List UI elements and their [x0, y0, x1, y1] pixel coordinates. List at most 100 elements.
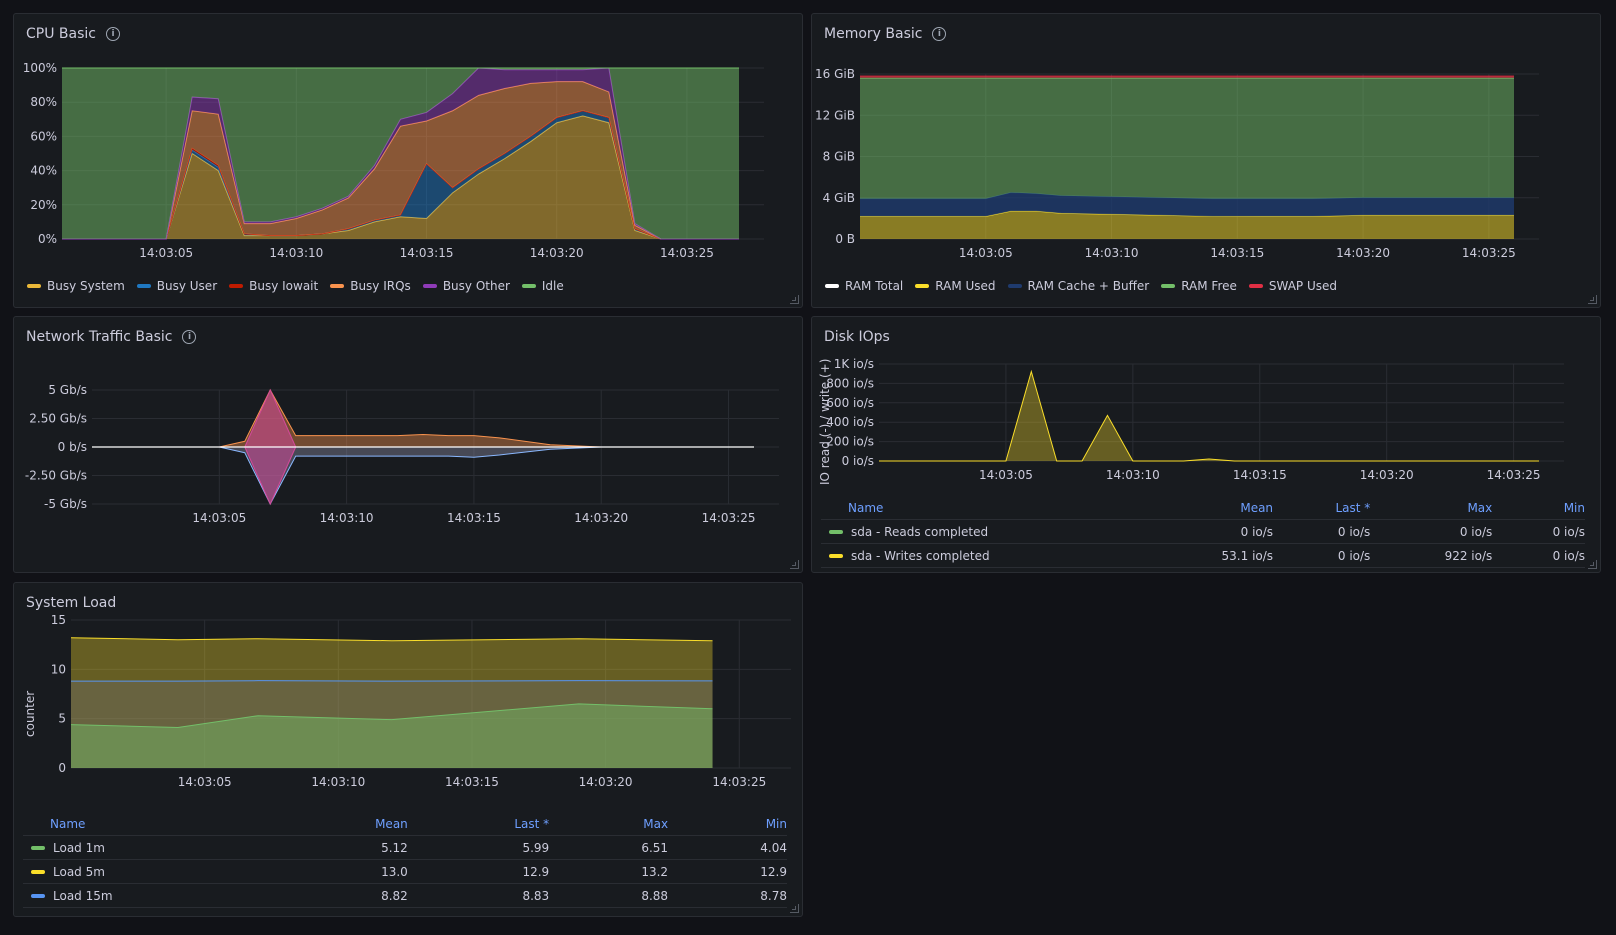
- legend-header-name[interactable]: Name: [821, 497, 1144, 520]
- load-legend-table: Name Mean Last * Max Min Load 1m 5.12 5.99 6.51 4…: [23, 813, 787, 908]
- legend-row[interactable]: sda - Reads completed 0 io/s 0 io/s 0 io/s 0…: [821, 519, 1585, 544]
- legend-swatch: [422, 284, 437, 288]
- resize-handle[interactable]: [790, 560, 799, 569]
- legend-swatch: [31, 894, 45, 898]
- y-tick-label: 8 GiB: [823, 150, 855, 164]
- y-tick-label: 4 GiB: [823, 191, 855, 205]
- y-tick-label: 5: [58, 712, 66, 726]
- legend-mean: 53.1 io/s: [1143, 543, 1274, 568]
- legend-name: sda - Writes completed: [821, 543, 1144, 568]
- legend-swatch: [330, 284, 345, 288]
- legend-mean: 0 io/s: [1143, 519, 1274, 544]
- panel-title: Network Traffic Basic: [26, 329, 173, 345]
- series-area-swap-used: [860, 76, 1514, 79]
- legend-label: Idle: [541, 279, 564, 293]
- legend-swatch: [521, 284, 536, 288]
- disk-chart: 0 io/s 200 io/s 400 io/s 600 io/s 800 io/s 1K…: [826, 357, 1564, 482]
- legend-item[interactable]: RAM Cache + Buffer: [1007, 279, 1150, 293]
- x-tick-label: 14:03:25: [660, 246, 714, 260]
- legend-item[interactable]: RAM Free: [1161, 279, 1237, 293]
- legend-swatch: [229, 284, 244, 288]
- legend-header-mean[interactable]: Mean: [272, 813, 408, 836]
- legend-item[interactable]: Busy Other: [422, 279, 510, 293]
- cpu-legend: Busy System Busy User Busy Iowait Busy IRQs…: [27, 279, 564, 293]
- legend-min: 0 io/s: [1492, 519, 1585, 544]
- legend-header-min[interactable]: Min: [1492, 497, 1585, 520]
- legend-name: sda - Reads completed: [821, 519, 1144, 544]
- legend-swatch: [829, 554, 843, 558]
- y-tick-label: 2.50 Gb/s: [29, 412, 87, 426]
- legend-item[interactable]: Busy IRQs: [330, 279, 411, 293]
- legend-swatch: [825, 284, 839, 288]
- legend-max: 922 io/s: [1370, 543, 1493, 568]
- panel-header[interactable]: Network Traffic Basic i: [26, 329, 197, 345]
- panel-header[interactable]: Disk IOps: [824, 329, 890, 345]
- legend-item[interactable]: Busy Iowait: [229, 279, 318, 293]
- series-line-receive: [92, 388, 754, 448]
- x-tick-label: 14:03:10: [1085, 246, 1139, 260]
- x-tick-label: 14:03:20: [1336, 246, 1390, 260]
- x-tick-label: 14:03:05: [178, 775, 232, 789]
- legend-swatch: [1248, 284, 1263, 288]
- legend-row[interactable]: Load 1m 5.12 5.99 6.51 4.04: [23, 835, 787, 860]
- info-icon[interactable]: i: [105, 27, 120, 41]
- legend-header-last[interactable]: Last *: [1273, 497, 1371, 520]
- legend-max: 6.51: [549, 835, 669, 860]
- y-tick-label: -5 Gb/s: [44, 497, 87, 511]
- legend-header-last[interactable]: Last *: [407, 813, 550, 836]
- legend-item[interactable]: RAM Used: [915, 279, 996, 293]
- panel-header[interactable]: CPU Basic i: [26, 26, 120, 42]
- legend-label: RAM Cache + Buffer: [1027, 279, 1150, 293]
- x-tick-label: 14:03:25: [712, 775, 766, 789]
- legend-row[interactable]: Load 5m 13.0 12.9 13.2 12.9: [23, 859, 787, 884]
- legend-header-min[interactable]: Min: [668, 813, 787, 836]
- legend-name: Load 1m: [23, 835, 273, 860]
- legend-item[interactable]: Idle: [521, 279, 564, 293]
- legend-item[interactable]: Busy System: [27, 279, 125, 293]
- legend-item[interactable]: SWAP Used: [1248, 279, 1337, 293]
- legend-header-row: Name Mean Last * Max Min: [821, 497, 1585, 520]
- x-tick-label: 14:03:15: [400, 246, 454, 260]
- y-tick-label: 12 GiB: [815, 108, 855, 122]
- legend-last: 0 io/s: [1273, 519, 1371, 544]
- legend-header-max[interactable]: Max: [1370, 497, 1493, 520]
- legend-label: RAM Used: [935, 279, 996, 293]
- resize-handle[interactable]: [1588, 560, 1597, 569]
- y-tick-label: 5 Gb/s: [48, 383, 87, 397]
- legend-label: Busy Iowait: [249, 279, 319, 293]
- legend-last: 8.83: [407, 883, 550, 908]
- resize-handle[interactable]: [1588, 295, 1597, 304]
- x-tick-label: 14:03:10: [1106, 468, 1160, 482]
- legend-row[interactable]: sda - Writes completed 53.1 io/s 0 io/s 922…: [821, 543, 1585, 568]
- legend-mean: 5.12: [272, 835, 408, 860]
- legend-label: Busy IRQs: [350, 279, 411, 293]
- x-tick-label: 14:03:25: [1462, 246, 1516, 260]
- legend-header-name[interactable]: Name: [23, 813, 273, 836]
- legend-row[interactable]: Load 15m 8.82 8.83 8.88 8.78: [23, 883, 787, 908]
- y-tick-label: 0 io/s: [842, 454, 874, 468]
- legend-label: RAM Total: [845, 279, 904, 293]
- legend-header-mean[interactable]: Mean: [1143, 497, 1274, 520]
- panel-header[interactable]: Memory Basic i: [824, 26, 947, 42]
- disk-iops-panel: Disk IOps IO read (-) / write (+) 0 io/s…: [811, 316, 1601, 573]
- info-icon[interactable]: i: [182, 330, 197, 344]
- memory-basic-panel: Memory Basic i 0 B 4 GiB 8 GiB 12 GiB 16 GiB…: [811, 13, 1601, 308]
- y-tick-label: 100%: [23, 61, 57, 75]
- cpu-chart: 0% 20% 40% 60% 80% 100% 14:03:05 14:03:10 14:03:…: [23, 61, 764, 260]
- resize-handle[interactable]: [790, 295, 799, 304]
- panel-title: System Load: [26, 595, 117, 611]
- legend-header-max[interactable]: Max: [549, 813, 669, 836]
- writes-line: [879, 369, 1539, 462]
- legend-name: Load 5m: [23, 859, 273, 884]
- legend-name: Load 15m: [23, 883, 273, 908]
- resize-handle[interactable]: [790, 904, 799, 913]
- y-tick-label: 200 io/s: [826, 435, 874, 449]
- legend-item[interactable]: RAM Total: [825, 279, 903, 293]
- info-icon[interactable]: i: [932, 27, 947, 41]
- legend-swatch: [1007, 284, 1022, 288]
- panel-header[interactable]: System Load: [26, 595, 116, 611]
- x-tick-label: 14:03:05: [192, 511, 246, 525]
- legend-label: RAM Free: [1181, 279, 1237, 293]
- legend-item[interactable]: Busy User: [136, 279, 217, 293]
- y-tick-label: 80%: [30, 95, 57, 109]
